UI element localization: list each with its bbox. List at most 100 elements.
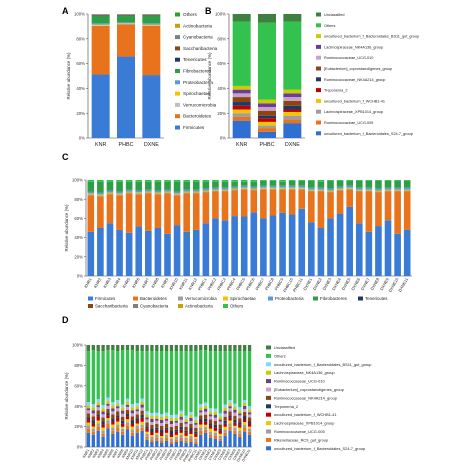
bar-segment bbox=[106, 408, 110, 413]
bar-segment bbox=[203, 421, 208, 425]
bar-segment bbox=[140, 345, 144, 352]
bar-segment bbox=[327, 180, 334, 189]
bar-segment bbox=[194, 441, 198, 444]
bar-segment bbox=[135, 190, 143, 193]
bar-segment bbox=[192, 189, 200, 192]
bar-segment bbox=[116, 408, 120, 412]
bar-segment bbox=[212, 191, 219, 219]
bar-segment bbox=[243, 406, 247, 409]
bar-segment bbox=[247, 417, 252, 422]
bar-segment bbox=[142, 75, 161, 138]
bar-segment bbox=[184, 430, 188, 433]
legend-swatch bbox=[175, 91, 180, 96]
bar-segment bbox=[117, 22, 135, 24]
bar-segment bbox=[106, 418, 110, 421]
legend-label: Lachnospiraceae_XPB1014_group bbox=[324, 110, 383, 114]
bar-segment bbox=[184, 423, 188, 427]
bar-segment bbox=[145, 191, 152, 193]
bar-segment bbox=[135, 414, 139, 419]
bar-segment bbox=[140, 427, 144, 431]
bar-segment bbox=[243, 403, 247, 406]
bar-segment bbox=[279, 181, 286, 186]
bar-segment bbox=[169, 345, 174, 351]
legend-label: Lachnospiraceae_NK4A136_group bbox=[324, 45, 383, 49]
bar-segment bbox=[199, 421, 203, 425]
x-tick-label: KNR11 bbox=[178, 276, 189, 290]
bar-segment bbox=[232, 21, 251, 86]
x-tick-label: DXNE bbox=[144, 142, 159, 148]
x-tick-label: DXNE8 bbox=[227, 448, 236, 460]
bar-segment bbox=[212, 181, 219, 188]
bar-segment bbox=[250, 180, 258, 182]
x-tick-label: PHBC3 bbox=[216, 276, 227, 291]
bar-segment bbox=[164, 189, 171, 192]
bar-segment bbox=[174, 345, 178, 352]
bar-segment bbox=[87, 181, 95, 192]
bar-segment bbox=[91, 25, 110, 75]
legend-label: uncultured_bacterium_f_Bacteroidales_BS1… bbox=[274, 362, 371, 367]
legend-label: Ruminococcaceae_UCG-010 bbox=[274, 379, 325, 384]
x-tick-label: KNR7 bbox=[141, 276, 151, 288]
bar-segment bbox=[91, 420, 95, 424]
bar-segment bbox=[238, 422, 242, 425]
bar-segment bbox=[174, 441, 178, 447]
bar-segment bbox=[184, 440, 188, 443]
bar-segment bbox=[288, 188, 296, 190]
legend: Unclassified Others uncultured_bacterium_f… bbox=[266, 345, 371, 451]
bar-segment bbox=[116, 421, 120, 425]
bar-segment bbox=[154, 192, 162, 194]
bar-segment bbox=[164, 181, 171, 190]
bar-segment bbox=[184, 351, 188, 416]
x-tick-label: KNR2 bbox=[87, 449, 95, 459]
bar-segment bbox=[179, 426, 183, 430]
bar-segment bbox=[120, 413, 125, 417]
x-tick-label: DXNE4 bbox=[208, 448, 217, 460]
bar-segment bbox=[327, 190, 334, 192]
bar-segment bbox=[232, 14, 251, 22]
bar-segment bbox=[213, 417, 218, 421]
bar-segment bbox=[394, 180, 401, 188]
legend-label: Ruminococcaceae_UCG-010 bbox=[324, 56, 373, 60]
bar-segment bbox=[96, 402, 100, 406]
panel-d: D Relative abundance (%) 0% 20% 40% 60% 80% 100… bbox=[62, 315, 371, 463]
bar-segment bbox=[365, 180, 373, 188]
bar-segment bbox=[375, 192, 382, 227]
bar-segment bbox=[189, 424, 193, 428]
bar-segment bbox=[194, 416, 198, 420]
bar-segment bbox=[87, 231, 95, 276]
bar-segment bbox=[145, 192, 152, 194]
bar-segment bbox=[101, 430, 105, 434]
bar-segment bbox=[218, 433, 222, 436]
bar-segment bbox=[169, 418, 174, 421]
bar-segment bbox=[232, 116, 251, 121]
bar-segment bbox=[96, 420, 100, 424]
bar-segment bbox=[106, 420, 110, 424]
bar-segment bbox=[173, 180, 181, 182]
bar-segment bbox=[155, 434, 159, 438]
legend-label: Fibrobacteres bbox=[183, 69, 212, 74]
bar-segment bbox=[208, 437, 213, 447]
legend-swatch bbox=[266, 353, 271, 358]
bar-segment bbox=[111, 402, 115, 406]
y-tick-label: 20% bbox=[217, 111, 226, 116]
bar-segment bbox=[212, 187, 219, 190]
bar-segment bbox=[212, 189, 219, 191]
legend-label: Actinobacteria bbox=[183, 23, 213, 28]
bar-segment bbox=[317, 181, 325, 188]
bar-segment bbox=[116, 191, 123, 194]
bar-segment bbox=[189, 439, 193, 442]
legend-label: Firmicutes bbox=[183, 125, 205, 130]
bar-segment bbox=[91, 431, 95, 435]
bar-segment bbox=[355, 180, 363, 181]
bar-segment bbox=[155, 429, 159, 433]
bar-segment bbox=[145, 345, 149, 352]
bar-segment bbox=[260, 180, 267, 181]
bar-segment bbox=[154, 193, 162, 195]
bar-segment bbox=[135, 345, 139, 352]
bar-segment bbox=[164, 345, 169, 352]
bar-segment bbox=[317, 187, 325, 190]
y-tick-label: 20% bbox=[76, 111, 85, 116]
bar-segment bbox=[384, 180, 392, 181]
bar-segment bbox=[169, 424, 174, 427]
bar-segment bbox=[243, 345, 247, 351]
